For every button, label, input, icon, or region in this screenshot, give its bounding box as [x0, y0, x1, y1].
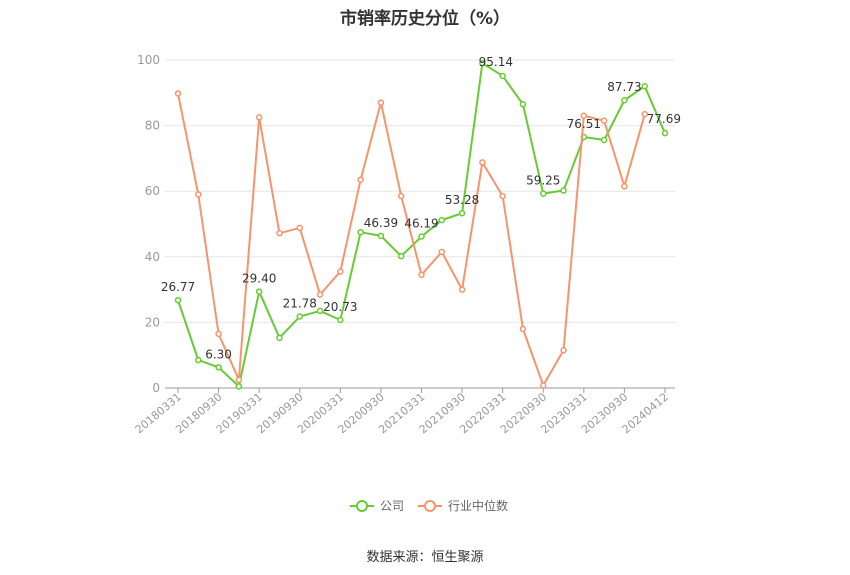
- series-0-point: [316, 307, 324, 315]
- series-1-point: [438, 248, 446, 256]
- series-0-point: [540, 190, 547, 197]
- series-1-point: [540, 382, 547, 389]
- series-1-point: [377, 99, 385, 106]
- y-tick-label: 100: [137, 53, 160, 67]
- source-note: 数据来源：恒生聚源: [366, 550, 484, 565]
- series-0-point: [215, 364, 222, 371]
- series-1-point: [580, 112, 588, 120]
- data-label: 46.39: [364, 216, 398, 230]
- series-1-point: [499, 192, 506, 200]
- series-1-point: [276, 229, 283, 237]
- series-line-1: [177, 93, 646, 387]
- series-0-point: [337, 316, 344, 324]
- series-0-point: [195, 356, 202, 364]
- data-label: 59.25: [526, 174, 560, 188]
- series-layer: [174, 60, 669, 390]
- legend-item-0[interactable]: 公司: [350, 499, 404, 513]
- legend-marker: [356, 500, 368, 512]
- series-0-point: [174, 296, 182, 304]
- y-tick-label: 0: [152, 381, 160, 395]
- series-0-point: [600, 136, 608, 144]
- series-1-point: [621, 183, 628, 190]
- series-0-point: [276, 334, 283, 342]
- series-1-point: [296, 224, 303, 232]
- series-0-point: [438, 216, 446, 224]
- series-1-point: [418, 271, 425, 279]
- series-0-point: [641, 82, 648, 90]
- series-1-point: [174, 90, 182, 97]
- series-0-point: [377, 232, 385, 240]
- series-1-point: [560, 347, 567, 354]
- series-1-point: [479, 159, 486, 166]
- series-0-point: [621, 96, 628, 104]
- series-1-point: [235, 376, 243, 384]
- data-label: 95.14: [479, 55, 513, 69]
- legend-label: 公司: [380, 499, 404, 513]
- legend-label: 行业中位数: [448, 498, 508, 513]
- data-label: 76.51: [567, 117, 601, 131]
- series-0-point: [296, 313, 303, 320]
- y-tick-label: 60: [145, 184, 160, 198]
- series-1-point: [357, 176, 364, 183]
- data-label: 6.30: [205, 347, 232, 361]
- series-1-point: [458, 286, 466, 293]
- data-label: 21.78: [283, 297, 317, 311]
- legend[interactable]: 公司 行业中位数: [350, 498, 508, 513]
- grid-layer: [165, 59, 675, 323]
- chart-title: 市销率历史分位（%）: [339, 9, 511, 29]
- legend-marker: [424, 500, 436, 512]
- data-label: 87.73: [607, 80, 641, 94]
- label-layer: 26.77 6.30 29.40 21.78 20.73 46.39 46.19 53.28 9…: [161, 55, 681, 361]
- data-label: 46.19: [404, 216, 438, 230]
- series-0-point: [357, 228, 364, 236]
- data-label: 26.77: [161, 280, 195, 294]
- series-1-point: [519, 325, 527, 333]
- legend-item-1[interactable]: 行业中位数: [418, 498, 508, 513]
- series-0-point: [661, 129, 669, 137]
- data-label: 20.73: [323, 300, 357, 314]
- series-1-point: [600, 117, 608, 124]
- series-1-point: [337, 268, 344, 275]
- y-tick-label: 40: [145, 250, 160, 264]
- data-label: 77.69: [647, 112, 681, 126]
- series-1-point: [641, 110, 648, 118]
- data-label: 53.28: [445, 193, 479, 207]
- data-label: 29.40: [242, 272, 276, 286]
- y-tick-label: 80: [145, 119, 160, 133]
- series-0-point: [235, 383, 243, 390]
- series-0-point: [519, 101, 527, 108]
- series-0-point: [418, 233, 425, 240]
- series-0-point: [560, 187, 567, 194]
- series-1-point: [397, 192, 405, 200]
- series-1-point: [255, 114, 263, 121]
- series-0-point: [458, 209, 466, 217]
- series-1-point: [195, 191, 202, 198]
- series-0-point: [397, 252, 405, 260]
- series-0-point: [499, 72, 506, 80]
- series-1-point: [215, 330, 222, 338]
- axis-layer: 0204060801002018033120180930201903312019…: [133, 53, 675, 436]
- y-tick-label: 20: [145, 315, 160, 329]
- series-0-point: [255, 288, 263, 295]
- series-0-point: [479, 60, 486, 67]
- series-1-point: [316, 291, 324, 298]
